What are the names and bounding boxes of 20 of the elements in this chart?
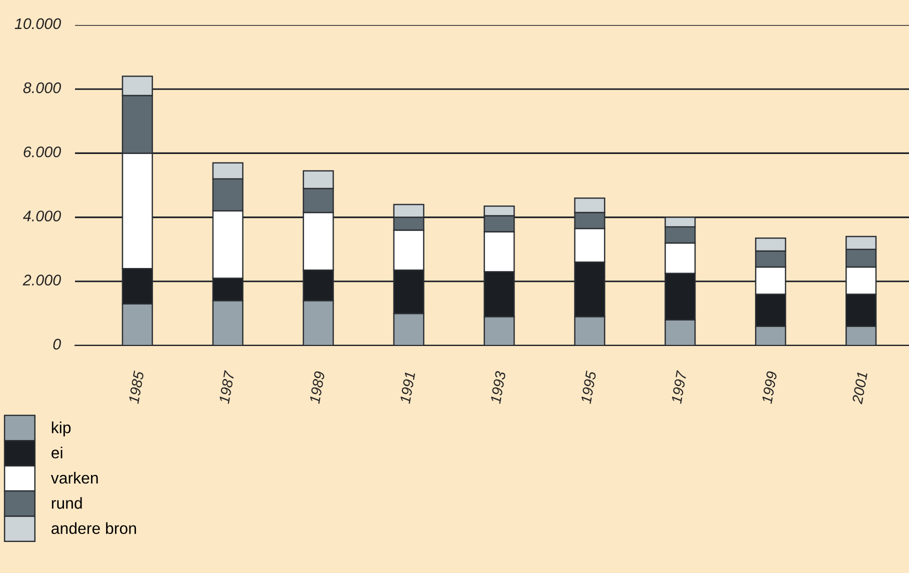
y-tick-label: 0 <box>53 338 61 350</box>
legend-label: andere bron <box>52 522 136 534</box>
x-tick-label: 1997 <box>671 370 687 404</box>
x-tick-label: 1987 <box>218 370 235 404</box>
y-tick-label: 4.000 <box>22 210 61 222</box>
x-tick-label: 1995 <box>580 370 596 404</box>
legend-label: rund <box>52 497 82 509</box>
x-tick-label: 2001 <box>852 372 868 404</box>
x-tick-label: 1999 <box>762 370 778 404</box>
x-tick-label: 1993 <box>490 370 506 404</box>
legend-label: kip <box>52 422 71 436</box>
x-tick-label: 1985 <box>128 370 144 404</box>
legend-label: ei <box>52 446 62 458</box>
x-tick-label: 1989 <box>309 370 325 404</box>
x-tick-label: 1991 <box>400 372 416 404</box>
y-tick-label: 10.000 <box>14 18 61 30</box>
y-tick-label: 8.000 <box>23 82 61 94</box>
y-tick-label: 2.000 <box>22 274 61 286</box>
legend-label: varken <box>50 472 98 484</box>
y-tick-label: 6.000 <box>24 146 61 158</box>
